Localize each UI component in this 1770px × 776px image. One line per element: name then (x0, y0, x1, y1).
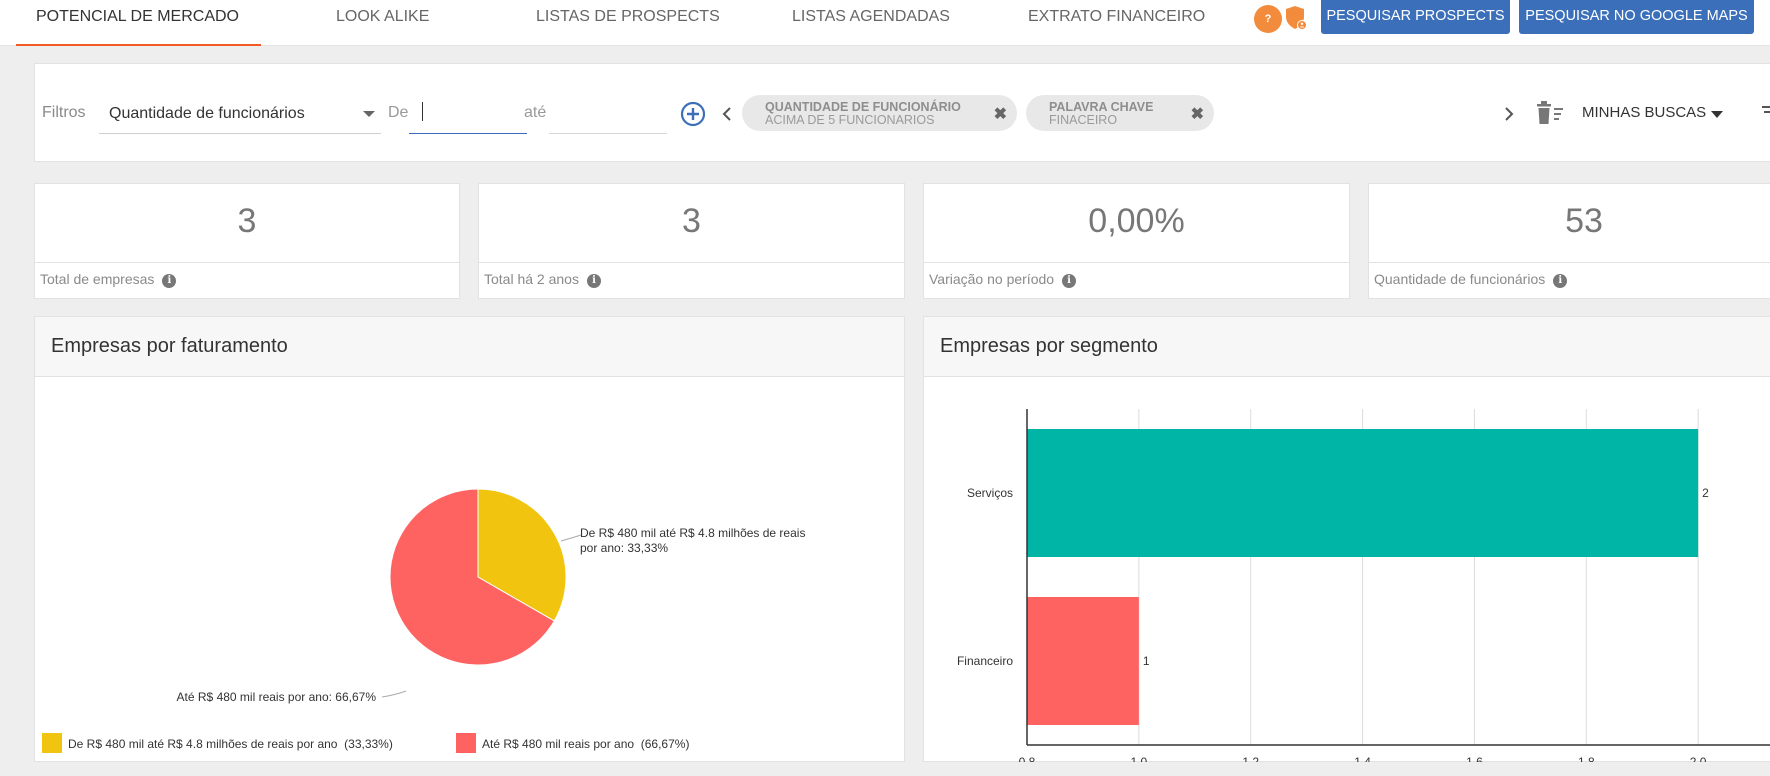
tab-look-alike[interactable]: LOOK ALIKE (336, 8, 430, 25)
slice-label-leader (381, 690, 407, 698)
revenue-panel: Empresas por faturamento De R$ 480 mil a… (34, 316, 905, 762)
from-input-underline (409, 133, 527, 134)
caret-down-icon (1711, 111, 1723, 118)
filters-label: Filtros (42, 104, 86, 121)
stat-label-text: Total há 2 anos (484, 271, 579, 287)
shield-user-icon[interactable] (1284, 5, 1308, 31)
from-input[interactable] (409, 94, 527, 134)
pie-slice[interactable] (477, 488, 567, 622)
saved-searches-label: MINHAS BUSCAS (1582, 104, 1707, 121)
search-prospects-button[interactable]: PESQUISAR PROSPECTS (1321, 0, 1510, 34)
tab-listas-de-prospects[interactable]: LISTAS DE PROSPECTS (536, 8, 720, 25)
add-filter-icon[interactable] (680, 101, 706, 127)
x-tick-label: 1,8 (1578, 755, 1595, 762)
chip-title: QUANTIDADE DE FUNCIONÁRIO (765, 100, 961, 114)
slice-label: Até R$ 480 mil reais por ano: 66,67% (177, 690, 377, 704)
panel-header: Empresas por faturamento (35, 317, 904, 377)
pie-slice[interactable] (389, 488, 555, 666)
segment-bar-chart: 0,8 1,0 1,2 1,4 1,6 1,8 2,0 Serviços 2 Financeiro… (957, 409, 1770, 762)
bar[interactable] (1027, 597, 1139, 725)
chevron-right-icon[interactable] (1503, 106, 1515, 122)
from-label: De (388, 104, 409, 121)
x-tick-label: 1,0 (1131, 755, 1148, 762)
stat-value: 3 (237, 202, 257, 240)
tab-potencial-de-mercado[interactable]: POTENCIAL DE MERCADO (36, 8, 239, 25)
divider (479, 262, 904, 263)
select-underline (99, 133, 381, 134)
close-icon[interactable]: ✖ (993, 106, 1007, 123)
filter-chip: PALAVRA CHAVE FINACEIRO ✖ (1026, 95, 1214, 131)
tab-extrato-financeiro[interactable]: EXTRATO FINANCEIRO (1028, 8, 1206, 25)
close-icon[interactable]: ✖ (1190, 106, 1204, 123)
info-icon[interactable]: i (1062, 274, 1077, 288)
divider (35, 262, 459, 263)
panel-title: Empresas por segmento (940, 335, 1158, 357)
caret-down-icon (363, 111, 375, 117)
stat-value: 0,00% (1088, 202, 1185, 240)
y-category-label: Financeiro (957, 654, 1013, 668)
x-tick-label: 1,2 (1242, 755, 1259, 762)
panel-header: Empresas por segmento (924, 317, 1770, 377)
stat-card-total-2-anos: 3 Total há 2 anos i (478, 183, 905, 299)
bar-value-label: 2 (1702, 486, 1709, 500)
stat-label: Total de empresas i (40, 271, 177, 288)
chip-value: FINACEIRO (1049, 113, 1118, 127)
info-icon[interactable]: i (586, 274, 601, 288)
filter-chip: QUANTIDADE DE FUNCIONÁRIO ACIMA DE 5 FUN… (742, 95, 1017, 131)
stat-value: 53 (1565, 202, 1603, 240)
divider (924, 262, 1349, 263)
to-label: até (524, 104, 547, 121)
bar-value-label: 1 (1143, 654, 1150, 668)
active-tab-indicator (16, 44, 261, 46)
chevron-left-icon[interactable] (721, 106, 733, 122)
stat-label-text: Quantidade de funcionários (1374, 271, 1546, 287)
to-input[interactable] (549, 94, 667, 134)
filter-field-select[interactable]: Quantidade de funcionários (99, 94, 381, 134)
panel-title: Empresas por faturamento (51, 335, 288, 357)
top-nav: POTENCIAL DE MERCADO LOOK ALIKE LISTAS D… (0, 0, 1770, 46)
help-icon[interactable]: ? (1254, 5, 1282, 33)
stat-label-text: Variação no período (929, 271, 1055, 287)
x-tick-label: 0,8 (1019, 755, 1036, 762)
segment-panel: Empresas por segmento 0,8 1,0 1,2 1,4 1,6 1,8… (923, 316, 1770, 762)
tab-listas-agendadas[interactable]: LISTAS AGENDADAS (792, 8, 950, 25)
slice-label: por ano: 33,33% (580, 541, 668, 555)
search-google-maps-button[interactable]: PESQUISAR NO GOOGLE MAPS (1519, 0, 1754, 34)
text-cursor (422, 102, 423, 121)
x-tick-label: 2,0 (1690, 755, 1707, 762)
sort-icon[interactable] (1760, 102, 1770, 122)
stat-value: 3 (682, 202, 701, 240)
divider (1369, 262, 1770, 263)
stat-label: Variação no período i (929, 271, 1077, 288)
legend-item-label: Até R$ 480 mil reais por ano (66,67%) (482, 737, 690, 751)
legend-swatch (42, 733, 62, 753)
stat-card-funcionarios: 53 Quantidade de funcionários i (1368, 183, 1770, 299)
slice-label-leader (560, 534, 582, 542)
stat-card-total-empresas: 3 Total de empresas i (34, 183, 460, 299)
revenue-pie-chart: De R$ 480 mil até R$ 4.8 milhões de reai… (177, 488, 805, 704)
chip-title: PALAVRA CHAVE (1049, 100, 1154, 114)
clear-filters-icon[interactable] (1535, 100, 1565, 126)
stat-label: Quantidade de funcionários i (1374, 271, 1568, 288)
saved-searches-dropdown[interactable]: MINHAS BUSCAS (1582, 102, 1732, 126)
filter-bar: Filtros Quantidade de funcionários De at… (34, 63, 1770, 162)
chart-legend: De R$ 480 mil até R$ 4.8 milhões de reai… (42, 733, 902, 755)
stat-label: Total há 2 anos i (484, 271, 601, 288)
x-tick-label: 1,6 (1466, 755, 1483, 762)
to-input-underline (549, 133, 667, 134)
x-tick-label: 1,4 (1354, 755, 1371, 762)
stat-label-text: Total de empresas (40, 271, 155, 287)
info-icon[interactable]: i (1553, 274, 1568, 288)
legend-item-label: De R$ 480 mil até R$ 4.8 milhões de reai… (68, 737, 393, 751)
legend-swatch (456, 733, 476, 753)
bar[interactable] (1027, 429, 1699, 557)
stat-card-variacao: 0,00% Variação no período i (923, 183, 1350, 299)
slice-label: De R$ 480 mil até R$ 4.8 milhões de reai… (580, 526, 805, 540)
filter-field-value: Quantidade de funcionários (109, 105, 305, 122)
chip-value: ACIMA DE 5 FUNCIONARIOS (765, 113, 935, 127)
y-category-label: Serviços (967, 486, 1013, 500)
info-icon[interactable]: i (162, 274, 177, 288)
